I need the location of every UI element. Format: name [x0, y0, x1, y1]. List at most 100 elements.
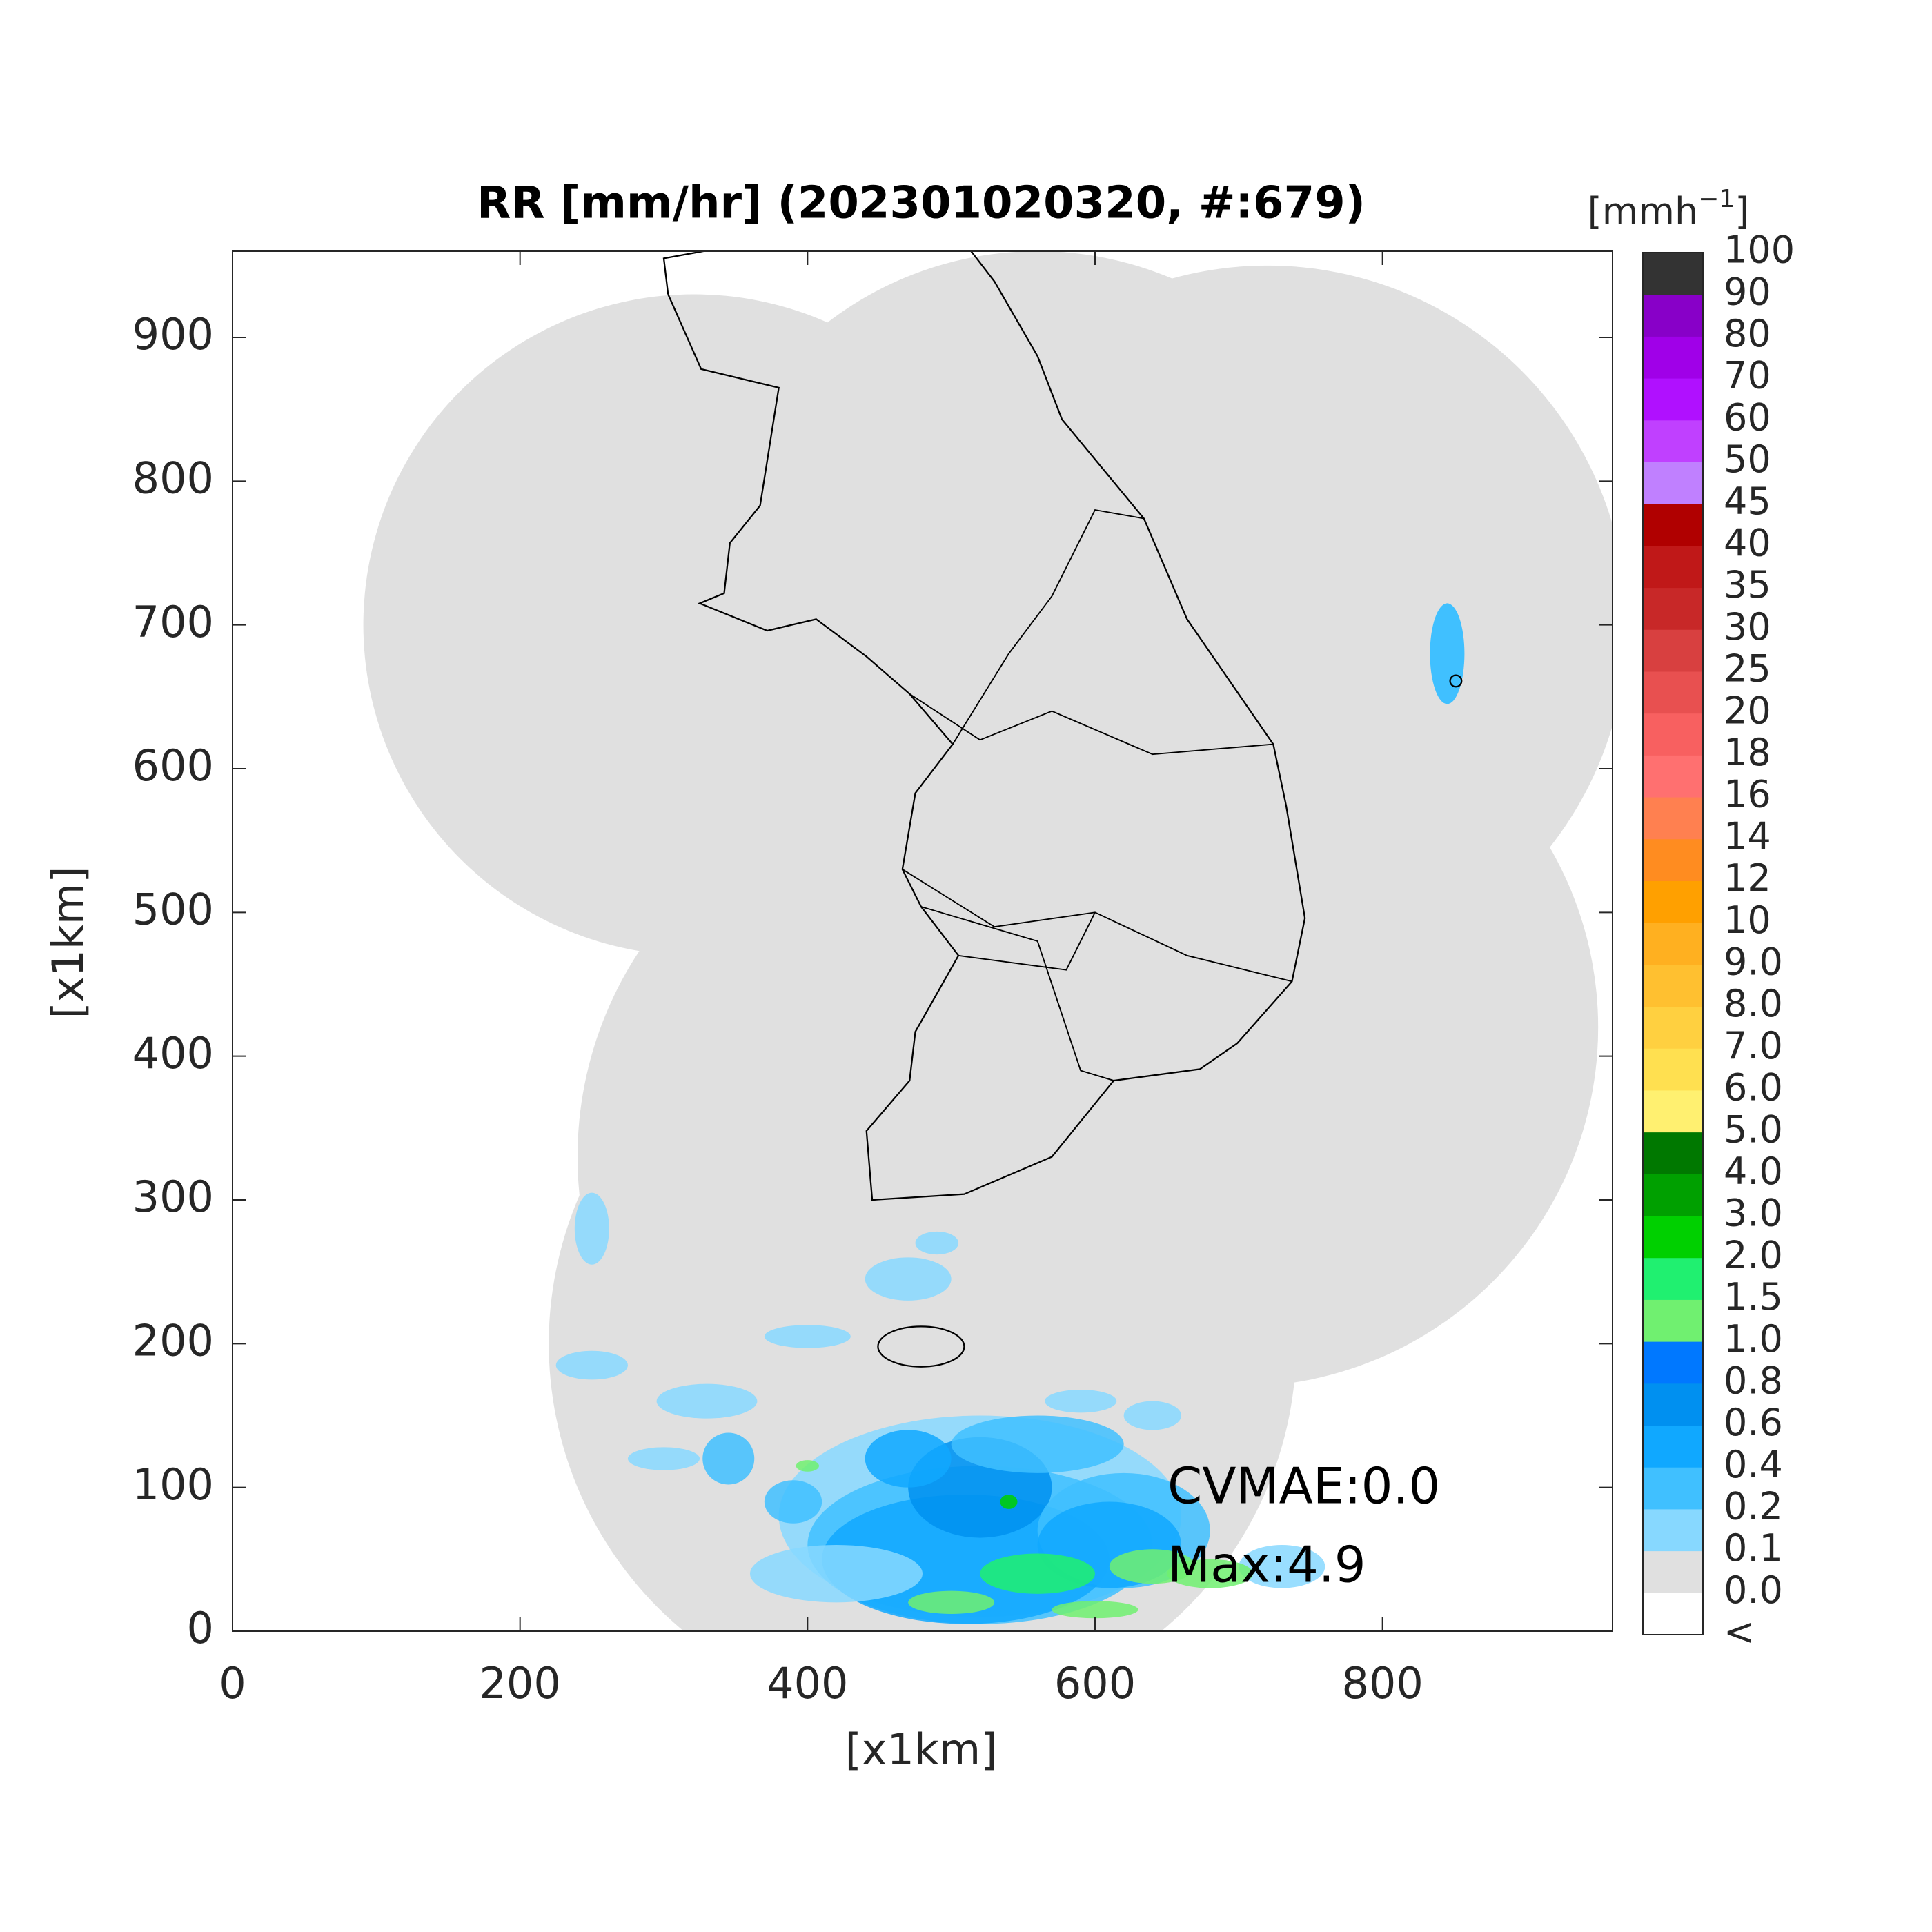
colorbar-segment [1643, 587, 1703, 630]
colorbar-label: 80 [1724, 312, 1771, 355]
colorbar-label: 30 [1724, 605, 1771, 649]
unit-close: ] [1735, 190, 1749, 233]
colorbar-label: 40 [1724, 522, 1771, 565]
colorbar-segment [1643, 1257, 1703, 1300]
colorbar-segment [1643, 1593, 1703, 1635]
colorbar-label: 7.0 [1724, 1024, 1783, 1067]
colorbar-segment [1643, 1132, 1703, 1174]
colorbar-label: 8.0 [1724, 982, 1783, 1025]
colorbar-label: 0.1 [1724, 1526, 1783, 1570]
colorbar-segment [1643, 755, 1703, 798]
map-layer [363, 251, 1613, 1631]
colorbar-unit: [mmh−1] [1588, 185, 1750, 233]
colorbar-segment [1643, 1341, 1703, 1384]
colorbar-segment [1643, 923, 1703, 965]
x-axis-label: [x1km] [845, 1724, 998, 1775]
colorbar-label: 0.4 [1724, 1443, 1783, 1486]
colorbar-label: 4.0 [1724, 1150, 1783, 1193]
y-tick-label: 700 [132, 597, 214, 647]
x-tick-label: 600 [1054, 1658, 1136, 1708]
y-tick-label: 200 [132, 1315, 214, 1366]
colorbar-segment [1643, 1508, 1703, 1552]
border [662, 251, 708, 295]
coastline [667, 251, 1306, 1201]
colorbar-segment [1643, 1550, 1703, 1593]
rain-patch [1123, 1401, 1181, 1430]
colorbar-label: 1.0 [1724, 1317, 1783, 1361]
colorbar-label: 0.2 [1724, 1485, 1783, 1528]
rain-patch [915, 1231, 959, 1255]
colorbar-segment [1643, 1090, 1703, 1133]
rain-patch [750, 1545, 923, 1603]
colorbar-label: 100 [1724, 228, 1795, 272]
y-axis-label: [x1km] [43, 867, 93, 1019]
rain-patch [908, 1590, 995, 1614]
rain-patch [865, 1257, 952, 1301]
rain-patch [764, 1480, 822, 1524]
x-tick-label: 400 [767, 1658, 848, 1708]
colorbar-label: 12 [1724, 856, 1771, 900]
colorbar-label: 1.5 [1724, 1275, 1783, 1319]
rain-patch [1430, 603, 1465, 704]
jeju-island [877, 1325, 965, 1368]
rain-patch [702, 1432, 755, 1485]
colorbar-segment [1643, 1048, 1703, 1091]
colorbar-segment [1643, 713, 1703, 756]
rain-patch [1045, 1390, 1117, 1413]
province-border [920, 906, 1114, 1081]
province-border [909, 693, 1274, 756]
colorbar-segment [1643, 336, 1703, 379]
x-tick-label: 800 [1341, 1658, 1423, 1708]
colorbar-label: 3.0 [1724, 1192, 1783, 1235]
y-tick-label: 500 [132, 884, 214, 934]
colorbar-label: 45 [1724, 480, 1771, 523]
colorbar-label: 14 [1724, 814, 1771, 858]
rain-patch [1052, 1601, 1138, 1619]
y-tick-label: 800 [132, 453, 214, 503]
rain-patch [627, 1447, 700, 1470]
colorbar-label: 6.0 [1724, 1066, 1783, 1110]
colorbar-label: 25 [1724, 647, 1771, 691]
colorbar-label: 35 [1724, 563, 1771, 607]
colorbar-segment [1643, 1216, 1703, 1259]
colorbar-label: 2.0 [1724, 1233, 1783, 1276]
rain-patch [656, 1383, 758, 1419]
x-tick-label: 0 [219, 1658, 246, 1708]
colorbar-label: 50 [1724, 437, 1771, 481]
colorbar-segment [1643, 545, 1703, 589]
colorbar-label: 20 [1724, 689, 1771, 732]
rain-patch [1167, 1559, 1254, 1588]
colorbar-label: 90 [1724, 270, 1771, 313]
axes-box [232, 250, 1613, 1632]
colorbar-segment [1643, 838, 1703, 881]
colorbar-segment [1643, 504, 1703, 546]
colorbar-segment [1643, 378, 1703, 421]
rain-patch [980, 1553, 1095, 1594]
annotation: Max:4.9 [1167, 1536, 1366, 1594]
colorbar-label: < [1724, 1610, 1755, 1654]
title: RR [mm/hr] (202301020320, #:679) [477, 178, 1366, 229]
y-tick-label: 0 [187, 1603, 214, 1653]
colorbar-segment [1643, 964, 1703, 1007]
colorbar-segment [1643, 629, 1703, 672]
province-border [958, 911, 1096, 971]
radar-coverage [736, 466, 1455, 1186]
province-border [952, 509, 1144, 745]
colorbar-segment [1643, 880, 1703, 923]
colorbar-segment [1643, 420, 1703, 462]
colorbar-segment [1643, 1383, 1703, 1426]
rain-patch [1000, 1495, 1018, 1509]
y-tick-label: 400 [132, 1028, 214, 1078]
colorbar-label: 9.0 [1724, 940, 1783, 983]
colorbar-frame [1642, 252, 1704, 1635]
x-tick-label: 200 [479, 1658, 560, 1708]
y-tick-label: 300 [132, 1172, 214, 1222]
y-tick-label: 600 [132, 740, 214, 791]
colorbar-label: 16 [1724, 773, 1771, 816]
colorbar-label: 0.0 [1724, 1568, 1783, 1612]
colorbar-segment [1643, 1467, 1703, 1510]
plot-area: 0 200 400 600 800 0 100 200 300 400 500 600 700 800 90… [132, 250, 1613, 1708]
colorbar-segment [1643, 671, 1703, 714]
colorbar-segment [1643, 1425, 1703, 1468]
